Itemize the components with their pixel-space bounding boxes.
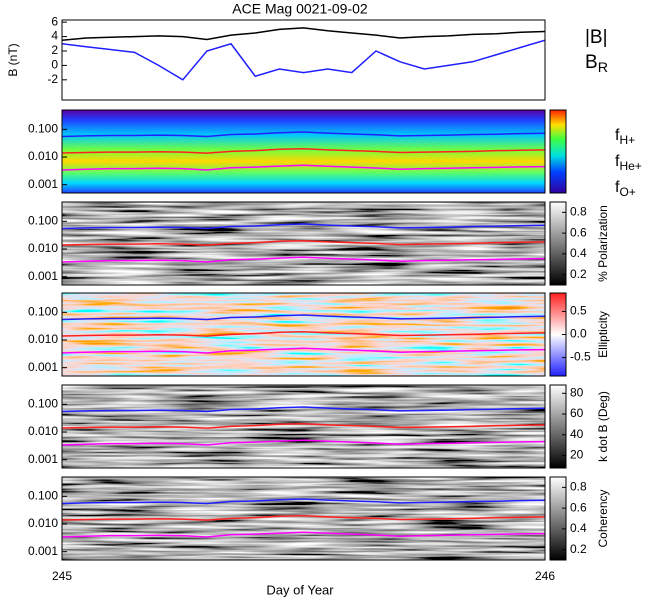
series-line: [62, 131, 545, 138]
y-tick-label: 0.001: [28, 177, 58, 191]
colorbar-label: Coherency: [596, 489, 610, 547]
series-line: [62, 531, 545, 538]
panel-frame: [61, 201, 546, 286]
colorbar-tick-label: 0.8: [570, 205, 587, 219]
colorbar-tick-label: 0.4: [570, 246, 587, 260]
colorbar-tick-label: 0.2: [570, 542, 587, 556]
colorbar-tick-label: 0.6: [570, 225, 587, 239]
panel-frame: [61, 19, 546, 101]
colorbar: [549, 476, 567, 561]
y-tick-label: 0.010: [28, 149, 58, 163]
colorbar-tick-label: 40: [570, 427, 584, 441]
series-line: [62, 27, 545, 41]
y-tick-label: 0.100: [28, 122, 58, 136]
colorbar-label: k dot B (Deg): [596, 391, 610, 462]
colorbar-tick-label: 0.0: [570, 327, 587, 341]
y-tick-label: 0.100: [28, 214, 58, 228]
series-line: [62, 406, 545, 413]
legend-entry: BR: [585, 52, 608, 76]
colorbar-tick-label: 0.6: [570, 500, 587, 514]
colorbar-label: Ellipticity: [596, 311, 610, 358]
series-line: [62, 147, 545, 154]
y-tick-label: 0.010: [28, 516, 58, 530]
series-line: [62, 223, 545, 230]
series-line: [62, 314, 545, 321]
colorbar: [549, 201, 567, 286]
y-tick-label: 0.010: [28, 241, 58, 255]
y-tick-label: -2: [47, 72, 58, 86]
legend-entry: fHe+: [615, 153, 642, 173]
legend-entry: |B|: [585, 27, 608, 48]
y-tick-label: 0.001: [28, 269, 58, 283]
panel-frame: [61, 476, 546, 561]
panel-frame: [61, 109, 546, 194]
series-line: [62, 330, 545, 337]
y-tick-label: 2: [51, 43, 58, 57]
panel-frame: [61, 292, 546, 377]
y-tick-label: 6: [51, 14, 58, 28]
colorbar-tick-label: 0.8: [570, 480, 587, 494]
series-line: [62, 39, 545, 81]
y-tick-label: 0.001: [28, 360, 58, 374]
x-tick-label: 246: [535, 569, 555, 583]
series-line: [62, 256, 545, 263]
colorbar: [549, 109, 567, 194]
y-tick-label: 0.100: [28, 489, 58, 503]
colorbar-tick-label: 0.2: [570, 267, 587, 281]
y-tick-label: 0.001: [28, 452, 58, 466]
y-tick-label: 0.100: [28, 397, 58, 411]
colorbar-tick-label: 0.4: [570, 521, 587, 535]
series-line: [62, 422, 545, 429]
y-tick-label: 0: [51, 58, 58, 72]
colorbar-tick-label: -0.5: [570, 350, 591, 364]
colorbar-tick-label: 0.5: [570, 304, 587, 318]
y-tick-label: 0.100: [28, 305, 58, 319]
x-axis-label: Day of Year: [266, 582, 334, 597]
y-tick-label: 0.010: [28, 424, 58, 438]
y-axis-label: B (nT): [6, 43, 20, 76]
series-line: [62, 164, 545, 171]
legend-entry: fH+: [615, 127, 635, 147]
colorbar-tick-label: 60: [570, 406, 584, 420]
legend-entry: fO+: [615, 179, 636, 199]
y-tick-label: 4: [51, 29, 58, 43]
chart-title: ACE Mag 0021-09-02: [232, 1, 368, 17]
x-tick-label: 245: [52, 569, 72, 583]
y-tick-label: 0.001: [28, 544, 58, 558]
y-tick-label: 0.010: [28, 332, 58, 346]
colorbar-label: % Polarization: [596, 205, 610, 282]
series-line: [62, 439, 545, 446]
series-line: [62, 347, 545, 354]
colorbar: [549, 384, 567, 469]
colorbar-tick-label: 20: [570, 448, 584, 462]
series-line: [62, 514, 545, 521]
series-line: [62, 498, 545, 505]
panel-frame: [61, 384, 546, 469]
series-line: [62, 239, 545, 246]
colorbar-tick-label: 80: [570, 385, 584, 399]
